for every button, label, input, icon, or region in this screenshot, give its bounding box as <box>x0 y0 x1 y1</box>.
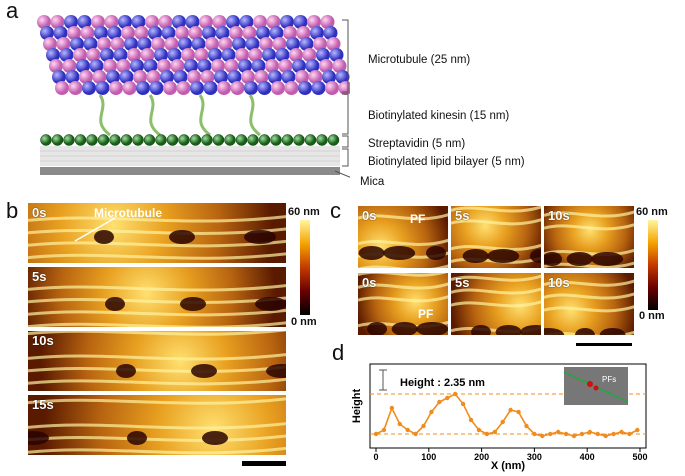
afm-b-frame-1-time: 5s <box>32 269 47 284</box>
profile-point <box>453 391 458 397</box>
profile-point <box>381 427 387 433</box>
profile-point <box>627 431 632 437</box>
profile-point <box>405 427 410 433</box>
height-annotation: Height : 2.35 nm <box>400 377 485 389</box>
mica-layer <box>40 167 340 175</box>
panel-c-scalebar <box>576 343 632 346</box>
profile-point <box>595 431 600 437</box>
profile-point <box>397 421 402 427</box>
schematic-illustration <box>37 15 350 178</box>
profile-point <box>603 433 608 439</box>
microtubule-label: Microtubule (25 nm) <box>368 54 471 66</box>
profile-point <box>429 409 434 415</box>
streptavidin-label: Streptavidin (5 nm) <box>368 138 466 150</box>
profile-point <box>460 401 466 407</box>
x-tick-label-0: 0 <box>373 452 378 462</box>
panel-c-colorbar-max: 60 nm <box>636 206 668 218</box>
x-tick-label-300: 300 <box>527 452 542 462</box>
afm-c-top-1-time: 5s <box>455 208 470 223</box>
kinesin-label: Biotinylated kinesin (15 nm) <box>368 110 510 122</box>
profile-point <box>611 431 616 437</box>
profile-point <box>468 417 474 423</box>
x-tick-label-500: 500 <box>632 452 647 462</box>
profile-point <box>635 427 640 433</box>
pf-annotation-bottom: PF <box>418 307 434 321</box>
afm-b-frame-1: 5s <box>27 266 287 328</box>
afm-c-top-2-time: 10s <box>548 208 570 223</box>
height-profile-chart: 0 100 200 300 400 500 Height X (nm) Height : … <box>352 363 648 472</box>
x-tick-label-200: 200 <box>474 452 489 462</box>
afm-b-frame-3-time: 15s <box>32 397 54 412</box>
afm-c-top-1: 5s <box>450 205 542 269</box>
profile-point <box>555 429 561 435</box>
afm-b-frame-2: 10s <box>27 330 287 392</box>
profile-point <box>445 395 450 401</box>
panel-c-letter: c <box>330 198 341 223</box>
profile-point <box>421 423 426 429</box>
x-tick-label-400: 400 <box>580 452 595 462</box>
panel-a-letter: a <box>6 0 19 23</box>
panel-c-colorbar-min: 0 nm <box>639 310 665 322</box>
profile-point <box>563 431 569 437</box>
profile-point <box>587 429 593 435</box>
afm-c-bottom-2: 10s <box>543 272 635 336</box>
profile-point <box>492 429 497 435</box>
afm-c-top-0: 0s <box>357 205 449 269</box>
profile-point <box>500 419 505 425</box>
pf-annotation-top: PF <box>410 212 426 226</box>
afm-c-top-2: 10s <box>543 205 635 269</box>
afm-b-frame-0-time: 0s <box>32 205 47 220</box>
profile-point <box>389 405 395 411</box>
afm-b-frame-3: 15s <box>27 394 287 456</box>
profile-point <box>540 433 545 439</box>
bilayer-label: Biotinylated lipid bilayer (5 nm) <box>368 156 525 168</box>
profile-point <box>516 409 521 415</box>
panel-b-colorbar-min: 0 nm <box>291 316 317 328</box>
panel-b-colorbar-max: 60 nm <box>288 206 320 218</box>
afm-c-bottom-0-time: 0s <box>362 275 377 290</box>
kinesin-stalks <box>98 94 261 137</box>
microtubule-lattice <box>37 15 350 95</box>
profile-point <box>571 433 577 439</box>
panel-c-colorbar <box>648 220 658 310</box>
profile-point <box>579 431 585 437</box>
profile-point <box>373 431 379 437</box>
afm-c-bottom-1-time: 5s <box>455 275 470 290</box>
afm-b-frame-2-time: 10s <box>32 333 54 348</box>
panel-b-colorbar <box>300 220 310 315</box>
panel-b-letter: b <box>6 198 19 223</box>
x-axis-label: X (nm) <box>491 460 526 472</box>
mica-label: Mica <box>360 176 385 188</box>
afm-c-bottom-1: 5s <box>450 272 542 336</box>
afm-c-bottom-0: 0s <box>357 272 449 336</box>
afm-b-frame-0: 0s <box>27 202 287 264</box>
panel-b-scalebar <box>242 461 286 466</box>
microtubule-annotation: Microtubule <box>94 206 162 220</box>
profile-point <box>619 429 624 435</box>
panel-d-letter: d <box>332 340 345 365</box>
profile-point <box>413 431 418 437</box>
profile-point <box>484 431 490 437</box>
profile-point <box>548 431 553 437</box>
profile-point <box>476 427 482 433</box>
profile-point <box>437 399 442 405</box>
profile-point <box>508 407 513 413</box>
streptavidin-layer <box>40 134 340 146</box>
profile-point <box>532 431 537 437</box>
profile-line-0 <box>375 392 638 437</box>
inset-label: PFs <box>602 375 616 384</box>
afm-c-bottom-2-time: 10s <box>548 275 570 290</box>
profile-point <box>524 423 529 429</box>
y-axis-label: Height <box>352 389 363 424</box>
afm-c-top-0-time: 0s <box>362 208 377 223</box>
x-tick-label-100: 100 <box>421 452 436 462</box>
